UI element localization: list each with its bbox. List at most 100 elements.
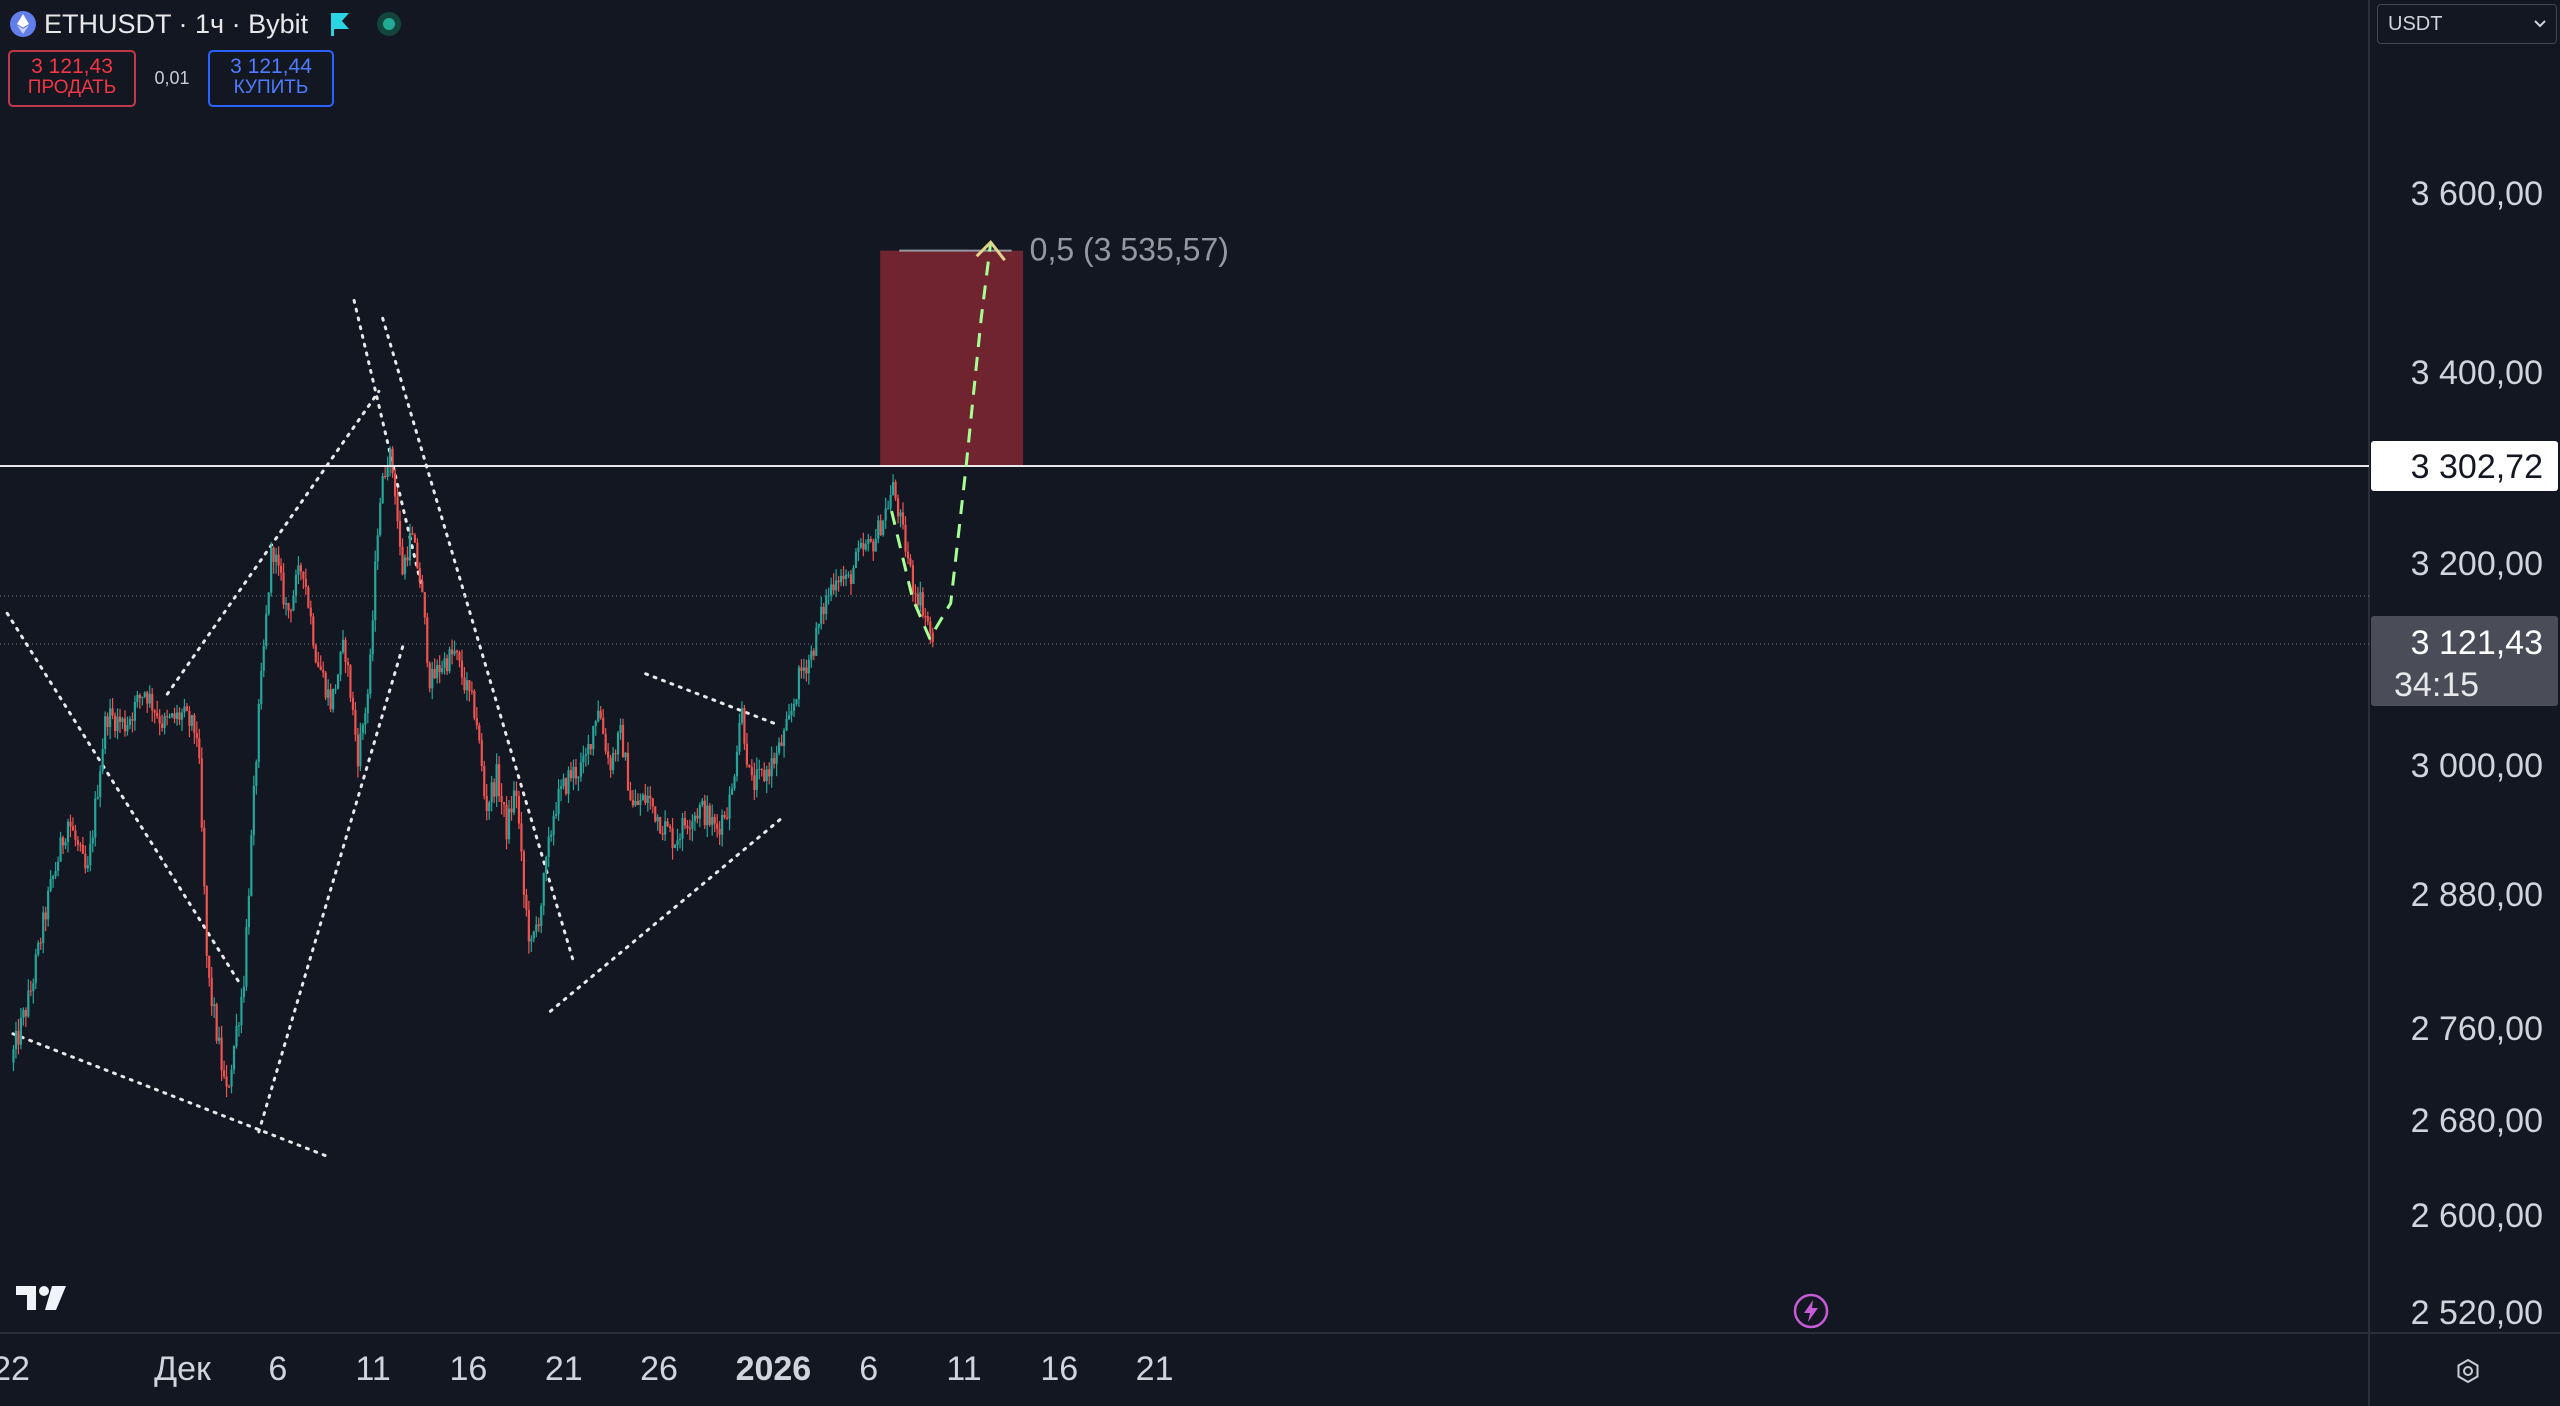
candle-body-3 — [19, 1017, 23, 1045]
candle-body-42 — [116, 716, 119, 732]
tradingview-logo[interactable] — [14, 1283, 68, 1311]
candle-body-152 — [389, 448, 392, 466]
candle-body-349 — [877, 520, 880, 539]
candle-body-336 — [844, 574, 848, 579]
time-tick-label: 16 — [1040, 1350, 1078, 1388]
time-tick-label: 22 — [0, 1350, 30, 1388]
candle-body-273 — [688, 828, 692, 830]
candle-body-81 — [213, 1004, 216, 1007]
candle-body-131 — [336, 674, 340, 689]
buy-price: 3 121,44 — [230, 55, 312, 78]
candle-body-126 — [324, 672, 327, 698]
candle-body-21 — [64, 842, 67, 846]
candle-body-251 — [634, 800, 637, 806]
candle-body-98 — [255, 761, 258, 786]
candle-body-316 — [795, 699, 798, 704]
trendline-3 — [165, 389, 381, 696]
candle-body-353 — [887, 508, 890, 510]
chart-header: ETHUSDT · 1ч · Bybit — [8, 6, 402, 42]
candle-body-150 — [384, 475, 387, 478]
candle-body-345 — [867, 539, 870, 545]
candle-body-297 — [748, 764, 751, 768]
fib-level-label: 0,5 (3 535,57) — [1030, 232, 1229, 268]
candle-body-364 — [914, 593, 917, 595]
candle-body-94 — [245, 927, 248, 987]
candle-body-154 — [393, 473, 397, 497]
candle-body-140 — [359, 733, 362, 767]
candle-body-157 — [401, 546, 404, 575]
candle-body-367 — [921, 592, 924, 616]
candle-body-252 — [636, 800, 639, 805]
candle-body-215 — [545, 857, 548, 874]
candle-body-188 — [478, 725, 481, 741]
candle-body-242 — [612, 753, 615, 771]
buy-button[interactable]: 3 121,44 КУПИТЬ — [208, 50, 334, 107]
candle-body-272 — [686, 825, 689, 829]
candle-body-76 — [200, 758, 203, 828]
candle-body-274 — [691, 821, 694, 829]
candle-body-168 — [428, 663, 431, 689]
candle-body-192 — [488, 802, 491, 812]
candle-body-6 — [27, 990, 30, 1017]
candle-body-213 — [540, 905, 543, 927]
candle-body-110 — [284, 603, 288, 605]
candle-body-334 — [839, 575, 843, 583]
candle-body-146 — [374, 561, 377, 621]
candle-body-48 — [131, 718, 134, 721]
flag-icon[interactable] — [328, 11, 352, 37]
candle-body-277 — [698, 804, 701, 819]
candle-body-356 — [894, 482, 897, 499]
candle-body-291 — [733, 776, 736, 789]
candle-body-47 — [128, 718, 132, 725]
candle-body-321 — [807, 659, 810, 674]
candle-body-234 — [592, 726, 595, 750]
candle-body-203 — [515, 790, 518, 796]
candle-body-134 — [344, 639, 347, 663]
candle-body-130 — [334, 688, 337, 690]
countdown-label: 34:15 — [2394, 666, 2479, 704]
candle-body-27 — [79, 844, 82, 846]
candle-body-179 — [455, 650, 459, 653]
candle-body-28 — [81, 844, 84, 854]
candle-body-200 — [507, 808, 511, 840]
candle-body-226 — [572, 766, 575, 779]
candle-body-322 — [810, 650, 813, 660]
candle-body-55 — [148, 693, 151, 704]
ethereum-icon[interactable] — [8, 9, 38, 39]
lightning-icon[interactable] — [1793, 1293, 1829, 1329]
candle-body-286 — [721, 814, 724, 835]
candle-body-112 — [289, 610, 293, 612]
candle-body-108 — [279, 565, 283, 573]
symbol-title[interactable]: ETHUSDT · 1ч · Bybit — [44, 8, 309, 39]
candle-body-68 — [180, 712, 184, 720]
candle-body-162 — [413, 534, 416, 543]
candle-body-171 — [436, 665, 439, 679]
candle-body-332 — [835, 580, 838, 591]
candle-body-29 — [84, 853, 87, 869]
candle-body-153 — [391, 448, 394, 474]
candle-body-257 — [649, 795, 652, 799]
candle-body-65 — [173, 713, 176, 719]
candle-body-34 — [96, 796, 99, 799]
candle-body-247 — [624, 752, 627, 758]
candle-body-314 — [790, 710, 793, 716]
candle-body-57 — [153, 710, 156, 713]
candle-body-289 — [728, 794, 731, 819]
settings-icon[interactable] — [2454, 1357, 2482, 1385]
candle-body-327 — [822, 606, 825, 614]
candle-body-241 — [609, 757, 612, 771]
market-status-icon[interactable] — [376, 11, 402, 37]
candle-body-360 — [904, 524, 907, 552]
candle-body-119 — [307, 587, 310, 608]
candle-body-266 — [671, 828, 674, 848]
candle-body-224 — [567, 770, 570, 794]
candle-body-180 — [458, 652, 461, 661]
candle-body-38 — [106, 716, 109, 728]
sell-button[interactable]: 3 121,43 ПРОДАТЬ — [8, 50, 136, 107]
candle-body-72 — [190, 715, 193, 726]
candle-body-0 — [12, 1049, 15, 1063]
candle-body-115 — [297, 565, 300, 575]
candle-body-348 — [874, 538, 877, 552]
currency-select[interactable]: USDT — [2377, 4, 2557, 44]
